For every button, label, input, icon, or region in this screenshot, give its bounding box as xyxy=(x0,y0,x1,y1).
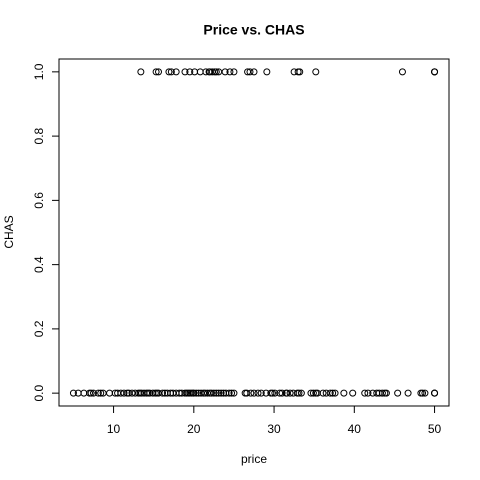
plot-frame xyxy=(58,58,450,407)
point xyxy=(69,389,77,397)
y-tick-label: 0.8 xyxy=(32,127,46,144)
point xyxy=(394,389,402,397)
point xyxy=(326,389,334,397)
y-tick-label: 0.0 xyxy=(32,384,46,401)
point xyxy=(431,389,439,397)
y-tick-label: 1.0 xyxy=(32,63,46,80)
point xyxy=(159,389,167,397)
x-tick-label: 10 xyxy=(107,422,121,436)
point xyxy=(90,389,98,397)
point xyxy=(382,389,390,397)
point xyxy=(230,68,238,76)
point xyxy=(97,389,105,397)
point xyxy=(421,389,429,397)
point xyxy=(331,389,339,397)
point xyxy=(155,68,163,76)
point xyxy=(94,389,102,397)
point xyxy=(210,389,218,397)
point xyxy=(152,68,160,76)
point xyxy=(309,389,317,397)
x-tick-label: 40 xyxy=(348,422,362,436)
point xyxy=(398,68,406,76)
point xyxy=(212,68,220,76)
point xyxy=(172,68,180,76)
point xyxy=(254,389,262,397)
point xyxy=(243,389,251,397)
point xyxy=(215,389,223,397)
point xyxy=(404,389,412,397)
point xyxy=(225,389,233,397)
point xyxy=(250,389,258,397)
point xyxy=(329,389,337,397)
point xyxy=(167,68,175,76)
point xyxy=(297,389,305,397)
y-axis-label: CHAS xyxy=(2,215,16,248)
point xyxy=(246,68,254,76)
point xyxy=(271,389,279,397)
x-axis-label: price xyxy=(241,452,267,466)
point xyxy=(165,68,173,76)
chart-title: Price vs. CHAS xyxy=(203,22,304,38)
point xyxy=(190,389,198,397)
y-tick-label: 0.6 xyxy=(32,192,46,209)
point xyxy=(312,68,320,76)
point xyxy=(340,389,348,397)
point xyxy=(192,389,200,397)
x-tick-label: 50 xyxy=(428,422,442,436)
point xyxy=(361,389,369,397)
point xyxy=(419,389,427,397)
y-tick-label: 0.2 xyxy=(32,320,46,337)
point xyxy=(186,68,194,76)
point xyxy=(278,389,286,397)
point xyxy=(296,68,304,76)
point xyxy=(268,389,276,397)
point xyxy=(286,389,294,397)
point xyxy=(181,68,189,76)
point xyxy=(230,389,238,397)
point xyxy=(87,389,95,397)
point xyxy=(364,389,372,397)
point xyxy=(212,389,220,397)
point xyxy=(263,68,271,76)
x-tick-label: 30 xyxy=(267,422,281,436)
point xyxy=(431,68,439,76)
point xyxy=(349,389,357,397)
point xyxy=(228,389,236,397)
point xyxy=(226,68,234,76)
point xyxy=(378,389,386,397)
point xyxy=(137,68,145,76)
point xyxy=(207,389,215,397)
x-tick-label: 20 xyxy=(187,422,201,436)
point xyxy=(247,389,255,397)
point xyxy=(221,68,229,76)
point xyxy=(257,389,265,397)
point xyxy=(295,389,303,397)
point xyxy=(319,389,327,397)
y-tick-label: 0.4 xyxy=(32,256,46,273)
point xyxy=(120,389,128,397)
point xyxy=(217,389,225,397)
point xyxy=(250,68,258,76)
